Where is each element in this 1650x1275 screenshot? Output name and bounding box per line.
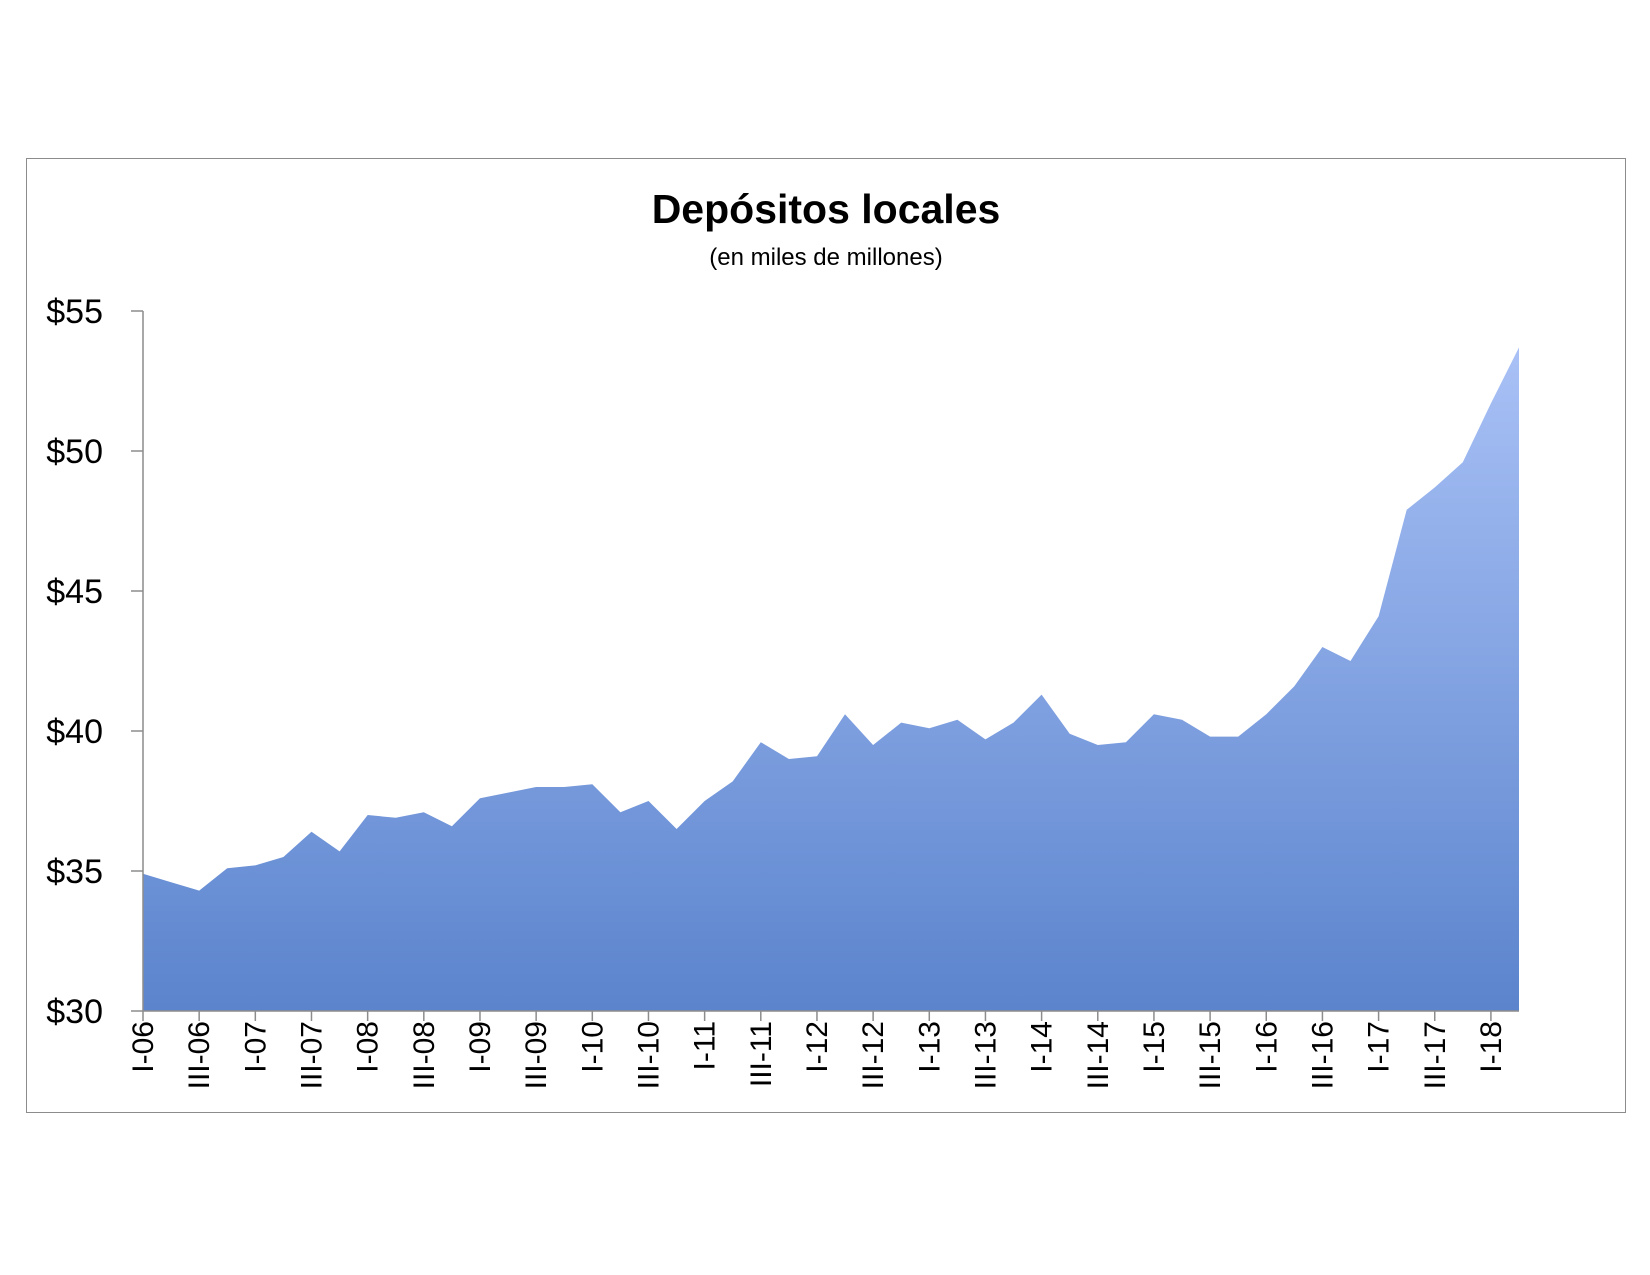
x-tick-label: I-15 <box>1138 1021 1171 1073</box>
y-tick-label: $35 <box>46 853 103 891</box>
y-tick-label: $30 <box>46 993 103 1031</box>
x-tick-label: I-18 <box>1475 1021 1508 1073</box>
x-tick-label: I-11 <box>689 1021 722 1070</box>
axis-layer <box>142 311 1519 1012</box>
y-tick-label: $55 <box>46 293 103 331</box>
area-chart: $30$35$40$45$50$55 I-06 III-06 I-07 III-07 I… <box>46 293 1519 1089</box>
area-layer <box>143 347 1519 1011</box>
y-tick-label: $40 <box>46 713 103 751</box>
x-tick-label: III-17 <box>1419 1021 1452 1089</box>
y-tick-label: $45 <box>46 573 103 611</box>
chart-frame: Depósitos locales (en miles de millones)… <box>26 158 1626 1113</box>
x-axis-ticks: I-06 III-06 I-07 III-07 I-08 III-08 I-09 III-09… <box>127 1011 1508 1089</box>
x-tick-label: III-10 <box>632 1021 665 1089</box>
x-tick-label: III-14 <box>1082 1021 1115 1089</box>
x-tick-label: I-12 <box>801 1021 834 1073</box>
x-tick-label: I-14 <box>1026 1021 1059 1073</box>
x-tick-label: III-06 <box>183 1021 216 1089</box>
x-tick-label: I-17 <box>1363 1021 1396 1073</box>
x-tick-label: III-15 <box>1194 1021 1227 1089</box>
chart-title: Depósitos locales <box>651 186 1001 232</box>
x-tick-label: I-06 <box>127 1021 160 1073</box>
chart-subtitle: (en miles de millones) <box>709 244 943 271</box>
x-tick-label: I-09 <box>464 1021 497 1073</box>
x-tick-label: I-10 <box>576 1021 609 1073</box>
x-tick-label: I-16 <box>1250 1021 1283 1073</box>
x-tick-label: I-13 <box>913 1021 946 1073</box>
x-tick-label: I-08 <box>352 1021 385 1073</box>
x-tick-label: I-07 <box>239 1021 272 1073</box>
x-tick-label: III-07 <box>295 1021 328 1089</box>
y-axis-ticks: $30 $35 $40 $45 $50 $55 <box>46 293 143 1031</box>
x-tick-label: III-12 <box>857 1021 890 1089</box>
x-tick-label: III-13 <box>969 1021 1002 1089</box>
y-tick-label: $50 <box>46 433 103 471</box>
x-tick-label: III-11 <box>745 1021 778 1087</box>
series-area <box>143 347 1519 1011</box>
x-tick-label: III-08 <box>408 1021 441 1089</box>
x-tick-label: III-09 <box>520 1021 553 1089</box>
x-tick-label: III-16 <box>1306 1021 1339 1089</box>
